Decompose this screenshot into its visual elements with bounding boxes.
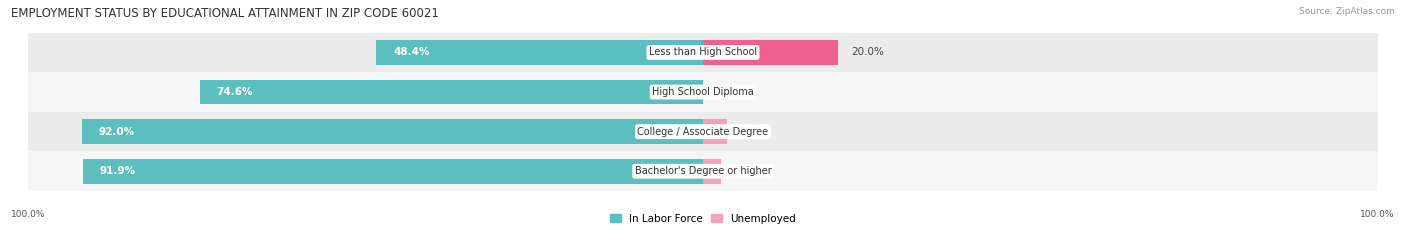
Text: EMPLOYMENT STATUS BY EDUCATIONAL ATTAINMENT IN ZIP CODE 60021: EMPLOYMENT STATUS BY EDUCATIONAL ATTAINM… [11,7,439,20]
Text: 0.0%: 0.0% [717,87,742,97]
Text: High School Diploma: High School Diploma [652,87,754,97]
Bar [703,119,727,144]
Bar [28,112,1378,151]
Bar [703,159,720,184]
Bar [83,159,703,184]
Bar [82,119,703,144]
Bar [200,80,703,104]
Bar [28,151,1378,191]
Text: College / Associate Degree: College / Associate Degree [637,127,769,137]
Bar [28,72,1378,112]
Text: 3.5%: 3.5% [740,127,766,137]
Text: 74.6%: 74.6% [217,87,253,97]
Text: 100.0%: 100.0% [11,210,46,219]
Text: 100.0%: 100.0% [1360,210,1395,219]
Bar [377,40,703,65]
Text: 91.9%: 91.9% [100,166,135,176]
Text: 2.6%: 2.6% [734,166,761,176]
Text: 20.0%: 20.0% [852,48,884,57]
Text: Bachelor's Degree or higher: Bachelor's Degree or higher [634,166,772,176]
Bar [28,33,1378,72]
Text: Less than High School: Less than High School [650,48,756,57]
Text: 48.4%: 48.4% [394,48,430,57]
Bar [703,40,838,65]
Text: 92.0%: 92.0% [98,127,135,137]
Legend: In Labor Force, Unemployed: In Labor Force, Unemployed [606,209,800,228]
Text: Source: ZipAtlas.com: Source: ZipAtlas.com [1299,7,1395,16]
